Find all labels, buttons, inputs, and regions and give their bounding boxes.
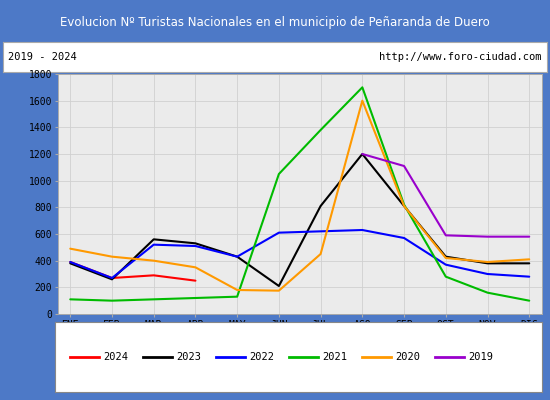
Text: http://www.foro-ciudad.com: http://www.foro-ciudad.com bbox=[379, 52, 542, 62]
Text: Evolucion Nº Turistas Nacionales en el municipio de Peñaranda de Duero: Evolucion Nº Turistas Nacionales en el m… bbox=[60, 16, 490, 29]
Text: 2021: 2021 bbox=[323, 352, 348, 362]
Text: 2019 - 2024: 2019 - 2024 bbox=[8, 52, 77, 62]
Text: 2022: 2022 bbox=[250, 352, 274, 362]
Text: 2023: 2023 bbox=[177, 352, 202, 362]
Text: 2019: 2019 bbox=[469, 352, 494, 362]
Text: 2020: 2020 bbox=[395, 352, 421, 362]
Text: 2024: 2024 bbox=[103, 352, 129, 362]
